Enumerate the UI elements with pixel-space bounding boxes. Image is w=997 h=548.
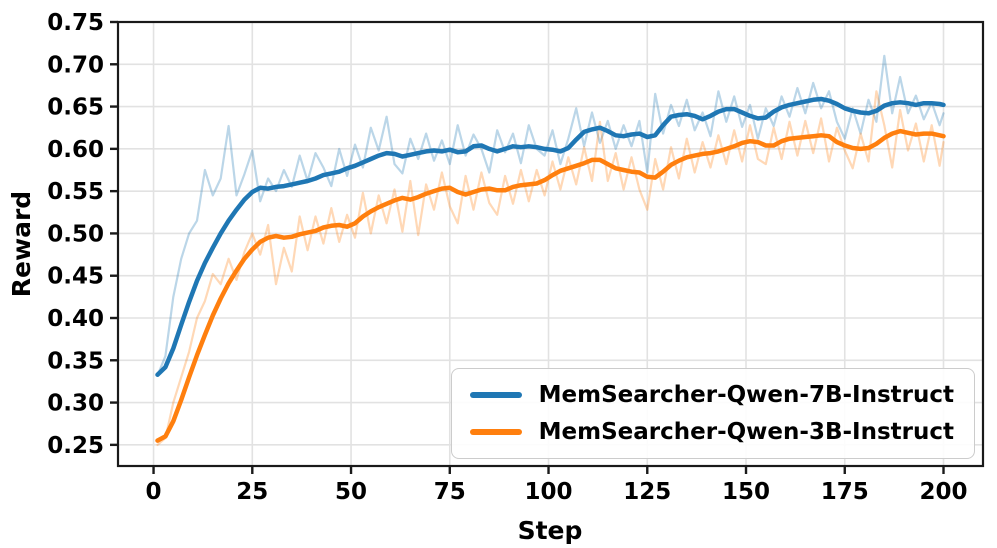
y-tick-label: 0.30 [47, 391, 104, 417]
legend-line-7b-swatch [469, 392, 522, 398]
y-tick-label: 0.35 [47, 348, 104, 374]
x-tick-label: 150 [722, 479, 770, 505]
tick-marks [110, 20, 945, 474]
y-tick-label: 0.50 [47, 221, 104, 247]
x-tick-label: 0 [146, 479, 162, 505]
y-tick-label: 0.60 [47, 137, 104, 163]
y-tick-label: 0.40 [47, 306, 104, 332]
x-tick-label: 100 [525, 479, 573, 505]
legend-item-3b: MemSearcher-Qwen-3B-Instruct [469, 417, 954, 447]
y-tick-label: 0.65 [47, 95, 104, 121]
legend: MemSearcher-Qwen-7B-Instruct MemSearcher… [450, 368, 975, 459]
y-tick-label: 0.45 [47, 264, 104, 290]
x-tick-label: 75 [434, 479, 466, 505]
x-tick-label: 200 [919, 479, 967, 505]
series-line-smoothed-3b [155, 128, 946, 443]
plot-border [116, 20, 985, 468]
legend-item-7b: MemSearcher-Qwen-7B-Instruct [469, 380, 954, 410]
x-tick-label: 50 [335, 479, 367, 505]
x-tick-label: 125 [623, 479, 671, 505]
x-tick-label: 175 [821, 479, 869, 505]
series-line-raw-3b [156, 90, 945, 446]
tick-labels: 0 25 50 75 100 125 150 175 200 0.25 0.30 0.35 0.40 0.… [47, 10, 967, 505]
legend-line-3b-swatch [469, 429, 522, 435]
legend-label-7b: MemSearcher-Qwen-7B-Instruct [538, 382, 954, 408]
series-lines [155, 54, 946, 446]
y-tick-label: 0.55 [47, 179, 104, 205]
y-tick-label: 0.70 [47, 52, 104, 78]
y-tick-label: 0.75 [47, 10, 104, 36]
x-tick-label: 25 [236, 479, 268, 505]
series-line-raw-7b [156, 54, 945, 377]
series-line-smoothed-7b [155, 96, 946, 377]
x-axis-label: Step [518, 516, 583, 545]
legend-label-3b: MemSearcher-Qwen-3B-Instruct [538, 419, 954, 445]
y-axis-label: Reward [7, 191, 36, 297]
y-tick-label: 0.25 [47, 433, 104, 459]
